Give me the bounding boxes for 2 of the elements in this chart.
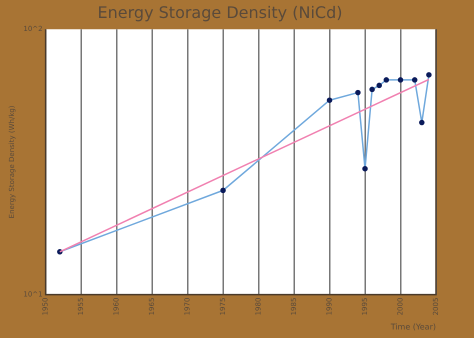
chart-title: Energy Storage Density (NiCd): [98, 2, 342, 22]
x-axis-title: Time (Year): [390, 322, 436, 332]
